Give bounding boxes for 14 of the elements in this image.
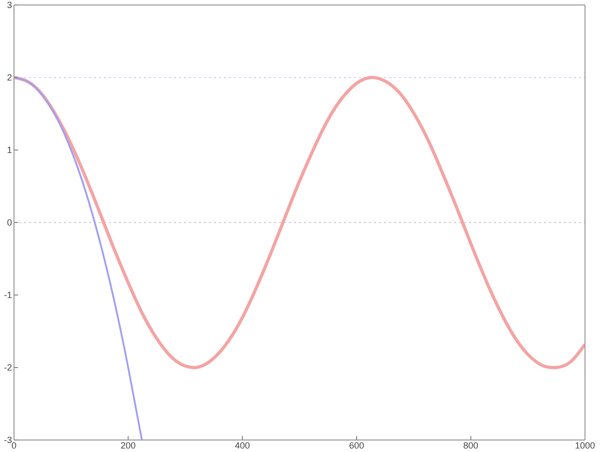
x-tick-label: 800 — [463, 440, 478, 450]
y-tick-label: 3 — [6, 0, 12, 10]
y-tick-label: -1 — [4, 290, 12, 300]
y-tick-label: 1 — [6, 145, 12, 156]
x-tick-label: 600 — [349, 440, 364, 450]
y-tick-label: 2 — [6, 72, 12, 83]
x-tick-label: 1000 — [574, 440, 596, 450]
y-tick-label: -2 — [4, 362, 12, 373]
y-tick-label: -3 — [4, 435, 12, 446]
x-tick-label: 400 — [234, 440, 250, 450]
y-tick-label: 0 — [6, 218, 12, 228]
line-series — [14, 76, 585, 370]
x-tick-label: 200 — [120, 440, 136, 450]
line-series — [14, 76, 143, 440]
